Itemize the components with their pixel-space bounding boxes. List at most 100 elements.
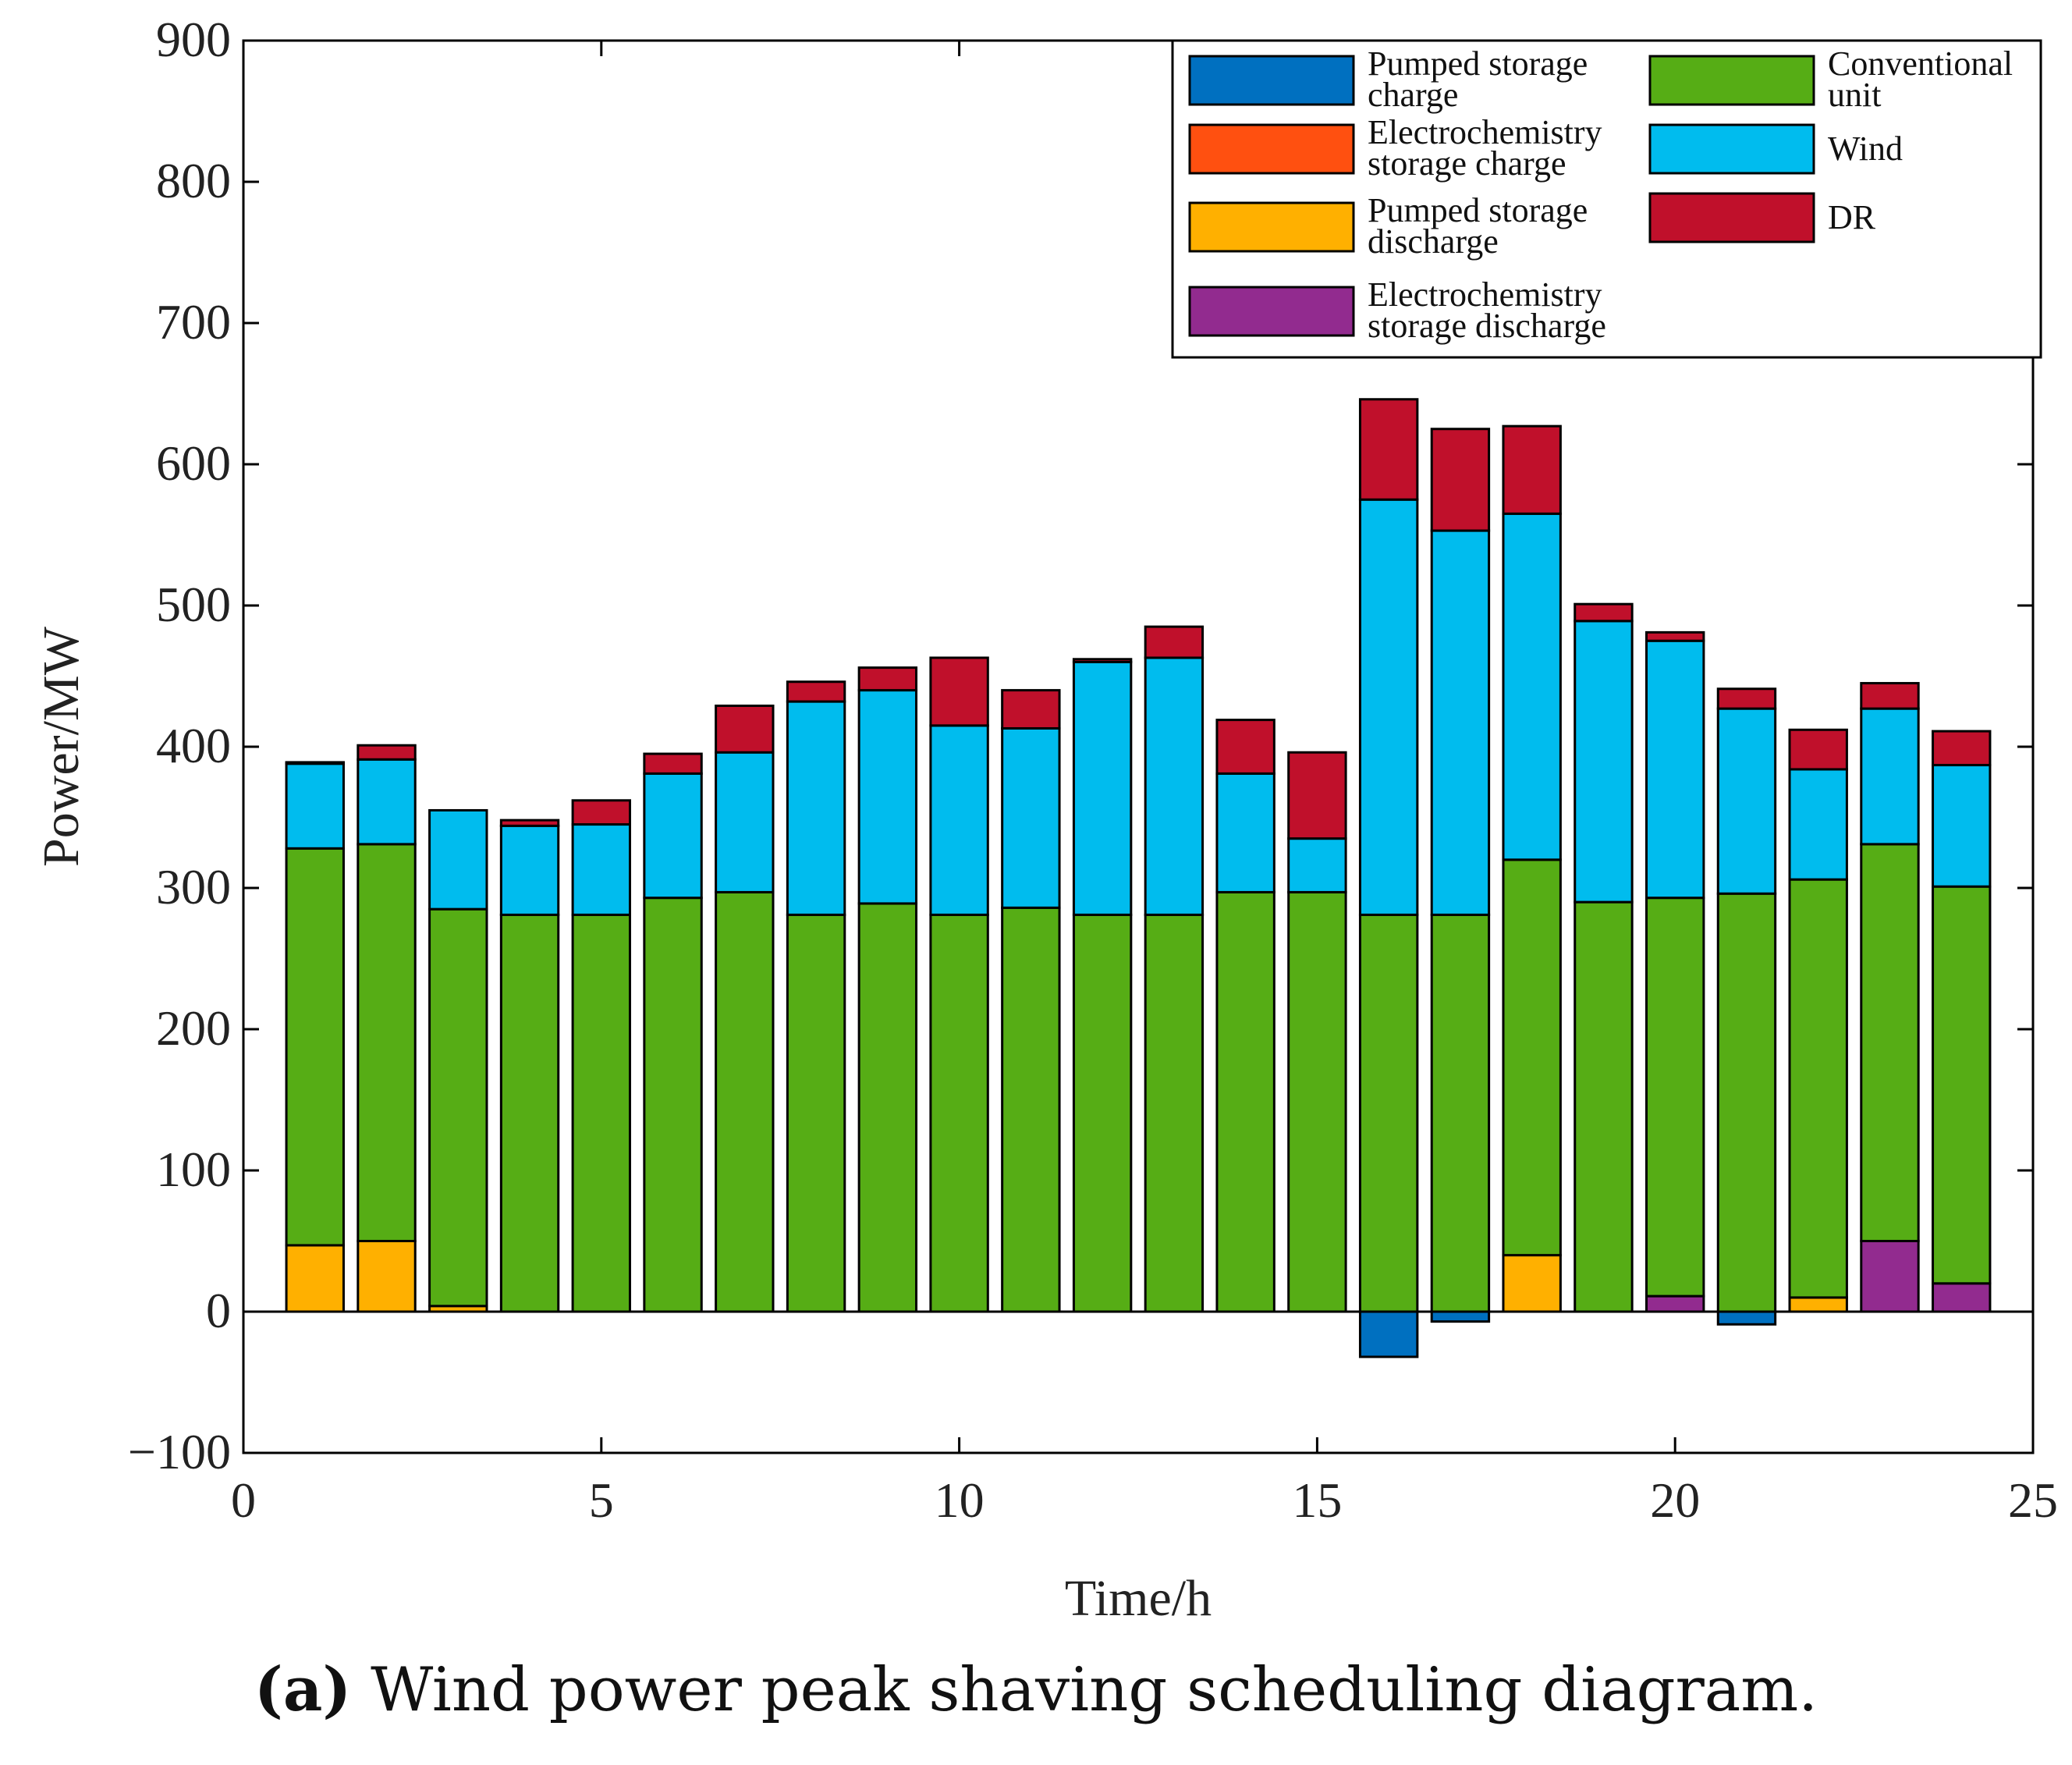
bar-segment [1932, 764, 1992, 888]
bar-segment [1932, 885, 1992, 1285]
legend-label: unit [1828, 76, 1881, 114]
bar-segment [1788, 878, 1848, 1299]
bar-segment [499, 824, 560, 916]
bar-segment [571, 913, 632, 1313]
bar-segment [1860, 707, 1920, 846]
bar-segment [1574, 900, 1634, 1313]
legend-label: Wind [1828, 130, 1903, 168]
bar-segment [643, 897, 703, 1313]
bar-segment [499, 913, 560, 1313]
bar-segment [643, 772, 703, 900]
bar-segment [357, 758, 417, 846]
legend: Pumped storagechargeElectrochemistrystor… [1171, 39, 2042, 359]
bar-segment [857, 902, 918, 1313]
caption-label: (a) [254, 1654, 352, 1725]
bars [243, 398, 2033, 1358]
legend-label: storage discharge [1368, 307, 1606, 345]
bar-segment [285, 847, 345, 1247]
bar-segment [1644, 630, 1705, 642]
x-tick-label: 25 [2008, 1472, 2058, 1528]
bar-segment [1716, 1310, 1777, 1326]
bar-segment [1358, 498, 1419, 916]
bar-segment [1502, 424, 1562, 515]
bar-segment [1287, 751, 1347, 840]
bar-segment [1644, 1294, 1705, 1313]
bar-segment [428, 907, 488, 1308]
x-tick-label: 0 [231, 1472, 256, 1528]
bar-segment [1358, 913, 1419, 1313]
figure-caption: (a) Wind power peak shaving scheduling d… [0, 1654, 2072, 1725]
legend-label: Conventional [1828, 44, 2013, 83]
bar-segment [1001, 906, 1061, 1313]
bar-segment [1932, 1282, 1992, 1313]
legend-swatch [1188, 286, 1355, 337]
bar-segment [428, 808, 488, 911]
bar-segment [1574, 620, 1634, 904]
bar-segment [929, 913, 989, 1313]
legend-swatch [1188, 55, 1355, 106]
bar-segment [1860, 1240, 1920, 1313]
bar-segment [357, 1240, 417, 1313]
bar-segment [1502, 1254, 1562, 1313]
y-tick-label: 0 [206, 1283, 231, 1338]
bar-segment [285, 1244, 345, 1313]
x-axis-label: Time/h [1065, 1570, 1212, 1627]
legend-label: Pumped storage [1368, 44, 1588, 83]
y-axis-label: Power/MW [33, 626, 90, 867]
legend-label: Electrochemistry [1368, 275, 1602, 314]
bar-segment [285, 762, 345, 850]
bar-segment [1001, 689, 1061, 730]
bar-segment [1430, 428, 1491, 532]
x-tick-label: 5 [589, 1472, 614, 1528]
y-tick-label: 600 [156, 435, 231, 491]
caption-text: Wind power peak shaving scheduling diagr… [351, 1655, 1818, 1725]
bar-segment [715, 705, 775, 754]
bar-segment [1144, 625, 1205, 659]
legend-swatch [1188, 201, 1355, 253]
bar-segment [1788, 768, 1848, 881]
legend-swatch [1648, 192, 1815, 243]
bar-segment [1860, 682, 1920, 710]
bar-segment [571, 799, 632, 826]
x-tick-label: 15 [1292, 1472, 1342, 1528]
bar-segment [1430, 913, 1491, 1313]
y-tick-label: 500 [156, 577, 231, 632]
legend-swatch [1648, 123, 1815, 175]
bar-segment [929, 656, 989, 727]
bar-segment [1144, 656, 1205, 916]
bar-segment [1215, 719, 1275, 775]
bar-segment [643, 752, 703, 775]
legend-swatch [1648, 55, 1815, 106]
y-tick-label: 200 [156, 1000, 231, 1056]
bar-segment [1215, 890, 1275, 1313]
y-tick-label: 900 [156, 12, 231, 67]
bar-segment [1358, 398, 1419, 501]
bar-segment [1001, 726, 1061, 909]
bar-segment [1644, 639, 1705, 900]
legend-label: storage charge [1368, 144, 1566, 183]
legend-label: charge [1368, 76, 1458, 114]
bar-segment [1072, 913, 1133, 1313]
bar-segment [1358, 1310, 1419, 1358]
bar-segment [929, 724, 989, 916]
legend-label: DR [1828, 198, 1876, 236]
bar-segment [1287, 890, 1347, 1313]
bar-segment [1716, 687, 1777, 710]
bar-segment [786, 680, 846, 703]
bar-segment [1287, 837, 1347, 893]
legend-label: Electrochemistry [1368, 113, 1602, 151]
bar-segment [1144, 913, 1205, 1313]
bar-segment [1788, 728, 1848, 771]
legend-swatch [1188, 123, 1355, 175]
bar-segment [1860, 843, 1920, 1242]
bar-segment [1502, 858, 1562, 1257]
bar-segment [786, 700, 846, 916]
bar-segment [857, 666, 918, 692]
bar-segment [357, 843, 417, 1242]
bar-segment [786, 913, 846, 1313]
y-tick-label: 400 [156, 718, 231, 773]
bar-segment [1072, 660, 1133, 916]
bar-segment [571, 823, 632, 916]
